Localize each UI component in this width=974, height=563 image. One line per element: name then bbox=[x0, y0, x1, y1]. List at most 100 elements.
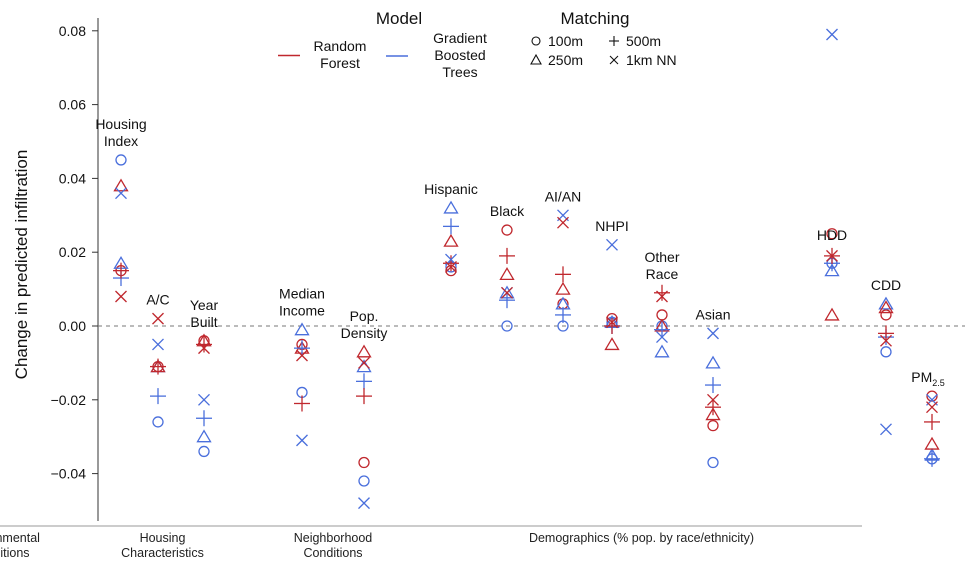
point-rf-plus bbox=[294, 395, 310, 412]
point-rf-triangle bbox=[443, 233, 459, 247]
variable-points bbox=[654, 284, 670, 358]
point-gbt-x bbox=[198, 393, 210, 406]
point-gbt-x bbox=[358, 497, 370, 510]
point-rf-x bbox=[198, 342, 210, 355]
point-rf-circle bbox=[656, 309, 668, 321]
data-points bbox=[113, 28, 940, 510]
y-tick-label: 0.04 bbox=[59, 170, 86, 186]
group-label: Conditions bbox=[0, 546, 30, 560]
variable-label: HDD bbox=[817, 227, 847, 243]
point-rf-triangle bbox=[824, 307, 840, 321]
point-gbt-plus bbox=[924, 450, 940, 467]
point-gbt-circle bbox=[707, 456, 719, 469]
variable-points bbox=[924, 390, 940, 467]
point-rf-circle bbox=[707, 419, 719, 432]
point-gbt-plus bbox=[705, 377, 721, 394]
point-gbt-plus bbox=[196, 410, 212, 427]
variable-label: Built bbox=[190, 314, 217, 330]
variable-label: AI/AN bbox=[545, 188, 582, 204]
legend-model-label: Random bbox=[314, 38, 367, 54]
point-rf-x bbox=[501, 286, 513, 299]
legend-model-label: Trees bbox=[442, 64, 477, 80]
variable-points bbox=[555, 209, 571, 332]
group-label: Conditions bbox=[303, 546, 362, 560]
variable-points bbox=[824, 28, 840, 321]
point-gbt-plus bbox=[294, 340, 310, 357]
legend-model-title: Model bbox=[376, 9, 422, 28]
point-rf-triangle bbox=[555, 281, 571, 295]
point-rf-circle bbox=[926, 390, 938, 402]
variable-label: Race bbox=[646, 266, 679, 282]
variable-label: Index bbox=[104, 133, 138, 149]
point-rf-plus bbox=[924, 413, 940, 430]
point-gbt-x bbox=[826, 28, 838, 41]
point-gbt-x bbox=[606, 238, 618, 251]
legend-marker-triangle bbox=[530, 53, 542, 65]
y-tick-label: 0.02 bbox=[59, 244, 86, 260]
y-tick-label: −0.02 bbox=[51, 392, 87, 408]
point-rf-circle bbox=[501, 224, 513, 236]
variable-label: Year bbox=[190, 297, 219, 313]
variable-label: Median bbox=[279, 286, 325, 302]
point-gbt-x bbox=[656, 331, 668, 344]
point-rf-x bbox=[880, 334, 892, 347]
variable-label: Hispanic bbox=[424, 181, 478, 197]
variable-label: PM2.5 bbox=[911, 369, 945, 388]
point-gbt-plus bbox=[356, 373, 372, 390]
group-labels: HousingCharacteristicsNeighborhoodCondit… bbox=[0, 525, 862, 560]
variable-label: A/C bbox=[146, 292, 169, 308]
point-rf-plus bbox=[443, 255, 459, 272]
point-rf-plus bbox=[499, 247, 515, 264]
point-rf-x bbox=[445, 261, 457, 273]
point-gbt-triangle bbox=[443, 200, 459, 214]
legend-marker-circle bbox=[531, 36, 541, 46]
group-label: Demographics (% pop. by race/ethnicity) bbox=[529, 531, 754, 545]
point-rf-x bbox=[656, 290, 668, 303]
point-rf-x bbox=[926, 401, 938, 414]
variable-points bbox=[150, 312, 166, 428]
variable-points bbox=[878, 296, 894, 436]
variable-label: Pop. bbox=[350, 308, 379, 324]
point-gbt-circle bbox=[198, 445, 210, 458]
point-rf-circle bbox=[880, 309, 892, 321]
point-rf-triangle bbox=[705, 407, 721, 421]
point-rf-plus bbox=[356, 388, 372, 405]
point-rf-x bbox=[707, 393, 719, 406]
point-rf-plus bbox=[878, 325, 894, 342]
group-label: Environmental bbox=[0, 531, 40, 545]
group-label: Housing bbox=[140, 531, 186, 545]
legend-matching-label: 1km NN bbox=[626, 52, 677, 68]
variable-label: Black bbox=[490, 203, 525, 219]
point-gbt-triangle bbox=[294, 322, 310, 336]
point-rf-plus bbox=[555, 266, 571, 283]
point-rf-plus bbox=[604, 318, 620, 334]
variable-label: CDD bbox=[871, 277, 901, 293]
point-gbt-plus bbox=[555, 306, 571, 323]
point-gbt-x bbox=[152, 338, 164, 351]
legend-marker-x bbox=[609, 55, 619, 65]
variable-points bbox=[443, 200, 459, 277]
point-rf-x bbox=[152, 312, 164, 325]
variable-points bbox=[705, 327, 721, 469]
point-rf-triangle bbox=[604, 337, 620, 351]
point-rf-triangle bbox=[356, 344, 372, 358]
legend-model-label: Forest bbox=[320, 55, 360, 71]
point-gbt-circle bbox=[152, 416, 164, 428]
point-gbt-circle bbox=[501, 320, 513, 332]
point-gbt-x bbox=[707, 327, 719, 340]
point-gbt-triangle bbox=[878, 296, 894, 310]
variable-points bbox=[113, 154, 129, 303]
variable-label: Asian bbox=[695, 306, 730, 322]
point-gbt-x bbox=[296, 434, 308, 447]
legend-matching-label: 250m bbox=[548, 52, 583, 68]
variable-points bbox=[499, 224, 515, 332]
variable-points bbox=[294, 322, 310, 447]
variable-points bbox=[356, 344, 372, 510]
point-gbt-circle bbox=[115, 154, 127, 166]
variable-label: Other bbox=[644, 249, 679, 265]
point-gbt-plus bbox=[443, 218, 459, 235]
variable-label: Density bbox=[341, 325, 388, 341]
variable-points bbox=[604, 238, 620, 351]
legend-model-label: Gradient bbox=[433, 30, 487, 46]
